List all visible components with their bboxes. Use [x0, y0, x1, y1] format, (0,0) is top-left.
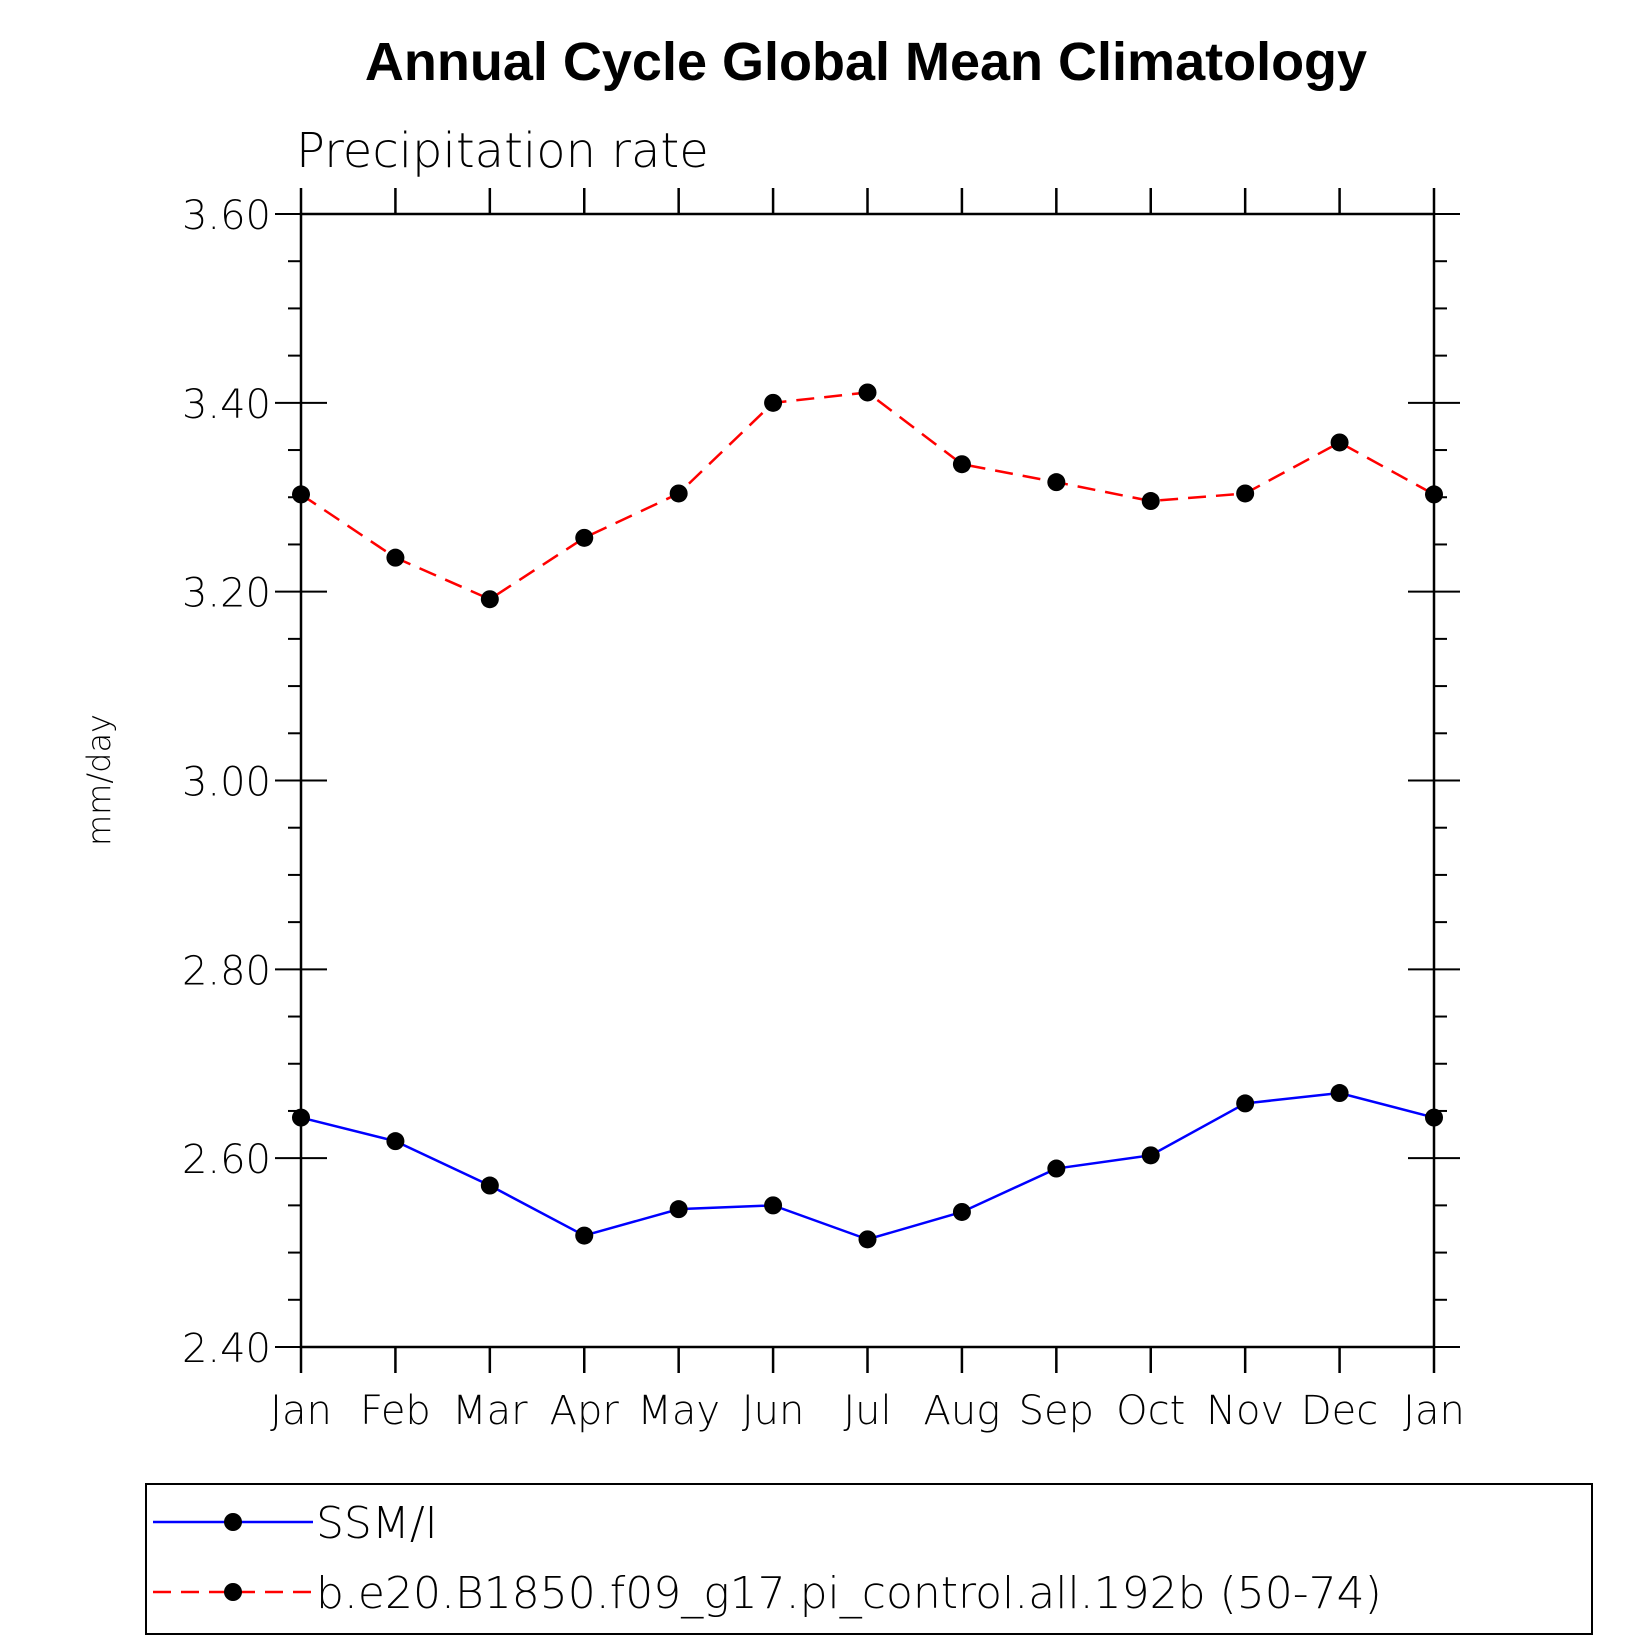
y-tick-label: 3.60	[182, 193, 271, 239]
data-point	[764, 1196, 783, 1215]
y-tick-label: 2.60	[182, 1137, 271, 1183]
data-point	[858, 383, 877, 402]
x-tick-label: Feb	[360, 1388, 431, 1434]
x-tick-label: May	[637, 1388, 720, 1434]
data-point	[669, 484, 688, 503]
series-line	[300, 1091, 1435, 1241]
y-tick-label: 2.80	[182, 948, 271, 994]
x-tick-label: Apr	[550, 1388, 620, 1434]
series-layer	[292, 383, 1443, 1249]
y-tick-label: 3.20	[182, 571, 271, 617]
legend-box	[145, 1483, 1593, 1635]
x-tick-label: Dec	[1301, 1388, 1378, 1434]
data-point	[1330, 433, 1349, 452]
data-point	[575, 528, 594, 547]
x-tick-label: Mar	[452, 1388, 528, 1434]
axes: Jan Feb Mar Apr May Jun Jul Aug Sep Oct Nov Dec Jan 2…	[182, 188, 1465, 1434]
series-line	[300, 391, 1435, 601]
data-point	[764, 393, 783, 412]
data-point	[292, 1108, 310, 1127]
data-point	[1141, 1146, 1160, 1165]
chart-title: Annual Cycle Global Mean Climatology	[365, 32, 1367, 92]
data-point	[1425, 485, 1443, 504]
chart-subtitle: Precipitation rate	[296, 123, 709, 179]
data-point	[1236, 484, 1255, 503]
model-series	[292, 383, 1443, 609]
data-point	[386, 548, 405, 567]
y-tick-label: 3.40	[182, 382, 271, 428]
y-tick-label: 2.40	[182, 1326, 271, 1372]
legend: SSM/I b.e20.B1850.f09_g17.pi_control.all.…	[145, 1483, 1593, 1635]
data-point	[858, 1230, 877, 1249]
x-tick-label: Sep	[1019, 1388, 1094, 1434]
data-point	[1047, 473, 1066, 492]
x-tick-label: Jul	[843, 1388, 891, 1434]
data-point	[1141, 492, 1160, 511]
data-point	[575, 1226, 594, 1245]
legend-marker	[224, 1583, 242, 1601]
x-tick-label: Oct	[1116, 1388, 1185, 1434]
ssmi-series	[292, 1084, 1443, 1249]
data-point	[1047, 1159, 1066, 1178]
legend-marker	[224, 1513, 242, 1531]
y-tick-label: 3.00	[182, 760, 271, 806]
y-axis-label: mm/day	[80, 714, 118, 846]
data-point	[292, 485, 310, 504]
legend-label: b.e20.B1850.f09_g17.pi_control.all.192b …	[316, 1568, 1382, 1619]
data-point	[952, 455, 971, 474]
data-point	[1236, 1094, 1255, 1113]
data-point	[1330, 1084, 1349, 1103]
data-point	[386, 1132, 405, 1151]
x-tick-label: Aug	[924, 1388, 1001, 1434]
x-tick-label: Jun	[742, 1388, 805, 1434]
legend-label: SSM/I	[316, 1498, 438, 1549]
data-point	[952, 1202, 971, 1221]
data-point	[480, 590, 499, 609]
x-tick-label: Nov	[1206, 1388, 1284, 1434]
x-tick-label: Jan	[1403, 1388, 1465, 1434]
data-point	[1425, 1108, 1443, 1127]
data-point	[480, 1176, 499, 1195]
data-point	[669, 1200, 688, 1219]
x-tick-label: Jan	[270, 1388, 332, 1434]
